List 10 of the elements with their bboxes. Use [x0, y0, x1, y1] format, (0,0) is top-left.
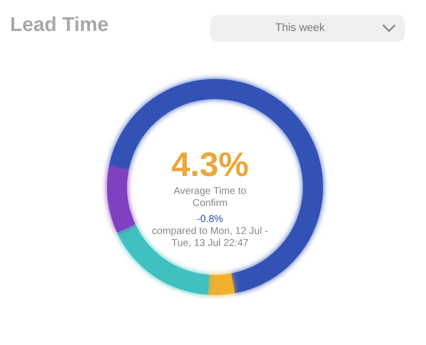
text: -0.8%: [196, 214, 224, 226]
dropdown-field: This week: [210, 15, 405, 42]
donut-slice: [117, 224, 210, 295]
donut-slice: [107, 166, 136, 233]
donut-slice: [208, 274, 235, 295]
text: compared to Mon, 12 Jul - Tue, 13 Jul 22:47: [150, 226, 270, 250]
text: 4.3%: [170, 146, 250, 184]
chart-title: Lead Time: [10, 14, 109, 37]
donut-slice: [108, 79, 323, 294]
text: Average Time to Confirm: [172, 186, 248, 210]
